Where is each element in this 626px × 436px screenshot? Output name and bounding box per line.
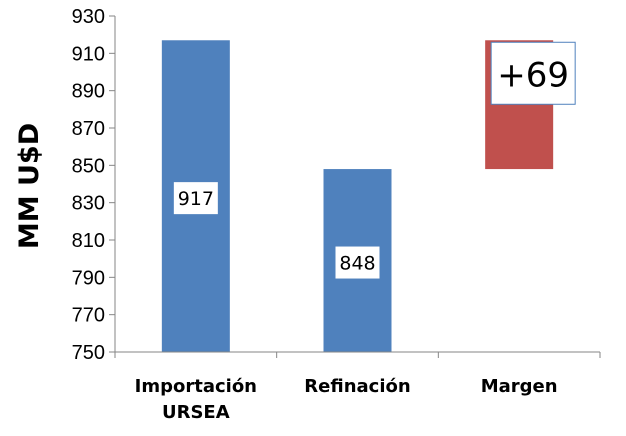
data-label: 917	[178, 188, 214, 210]
y-axis: 750 770 790 810 830 850 870 890 910 930	[72, 6, 116, 364]
y-axis-label: MM U$D	[14, 123, 45, 249]
x-category-label: Refinación	[304, 376, 410, 397]
bars: 917 848 +69	[161, 40, 576, 353]
data-label: +69	[497, 55, 569, 95]
y-tick-label: 850	[72, 155, 105, 177]
y-tick-label: 750	[72, 342, 105, 364]
x-axis: Importación URSEA Refinación Margen	[114, 351, 601, 423]
y-tick-label: 770	[72, 305, 105, 327]
y-tick-label: 870	[72, 118, 105, 140]
y-tick-label: 930	[72, 6, 105, 28]
x-category-label: Margen	[481, 376, 558, 397]
y-tick-label: 890	[72, 81, 105, 103]
data-label: 848	[339, 253, 375, 275]
y-tick-label: 810	[72, 230, 105, 252]
data-label-box	[490, 41, 576, 105]
data-label-box	[335, 246, 380, 279]
x-category-label: Importación URSEA	[135, 376, 257, 423]
y-tick-label: 910	[72, 43, 105, 65]
data-label-box	[173, 182, 218, 215]
y-tick-label: 790	[72, 267, 105, 289]
y-tick-label: 830	[72, 193, 105, 215]
